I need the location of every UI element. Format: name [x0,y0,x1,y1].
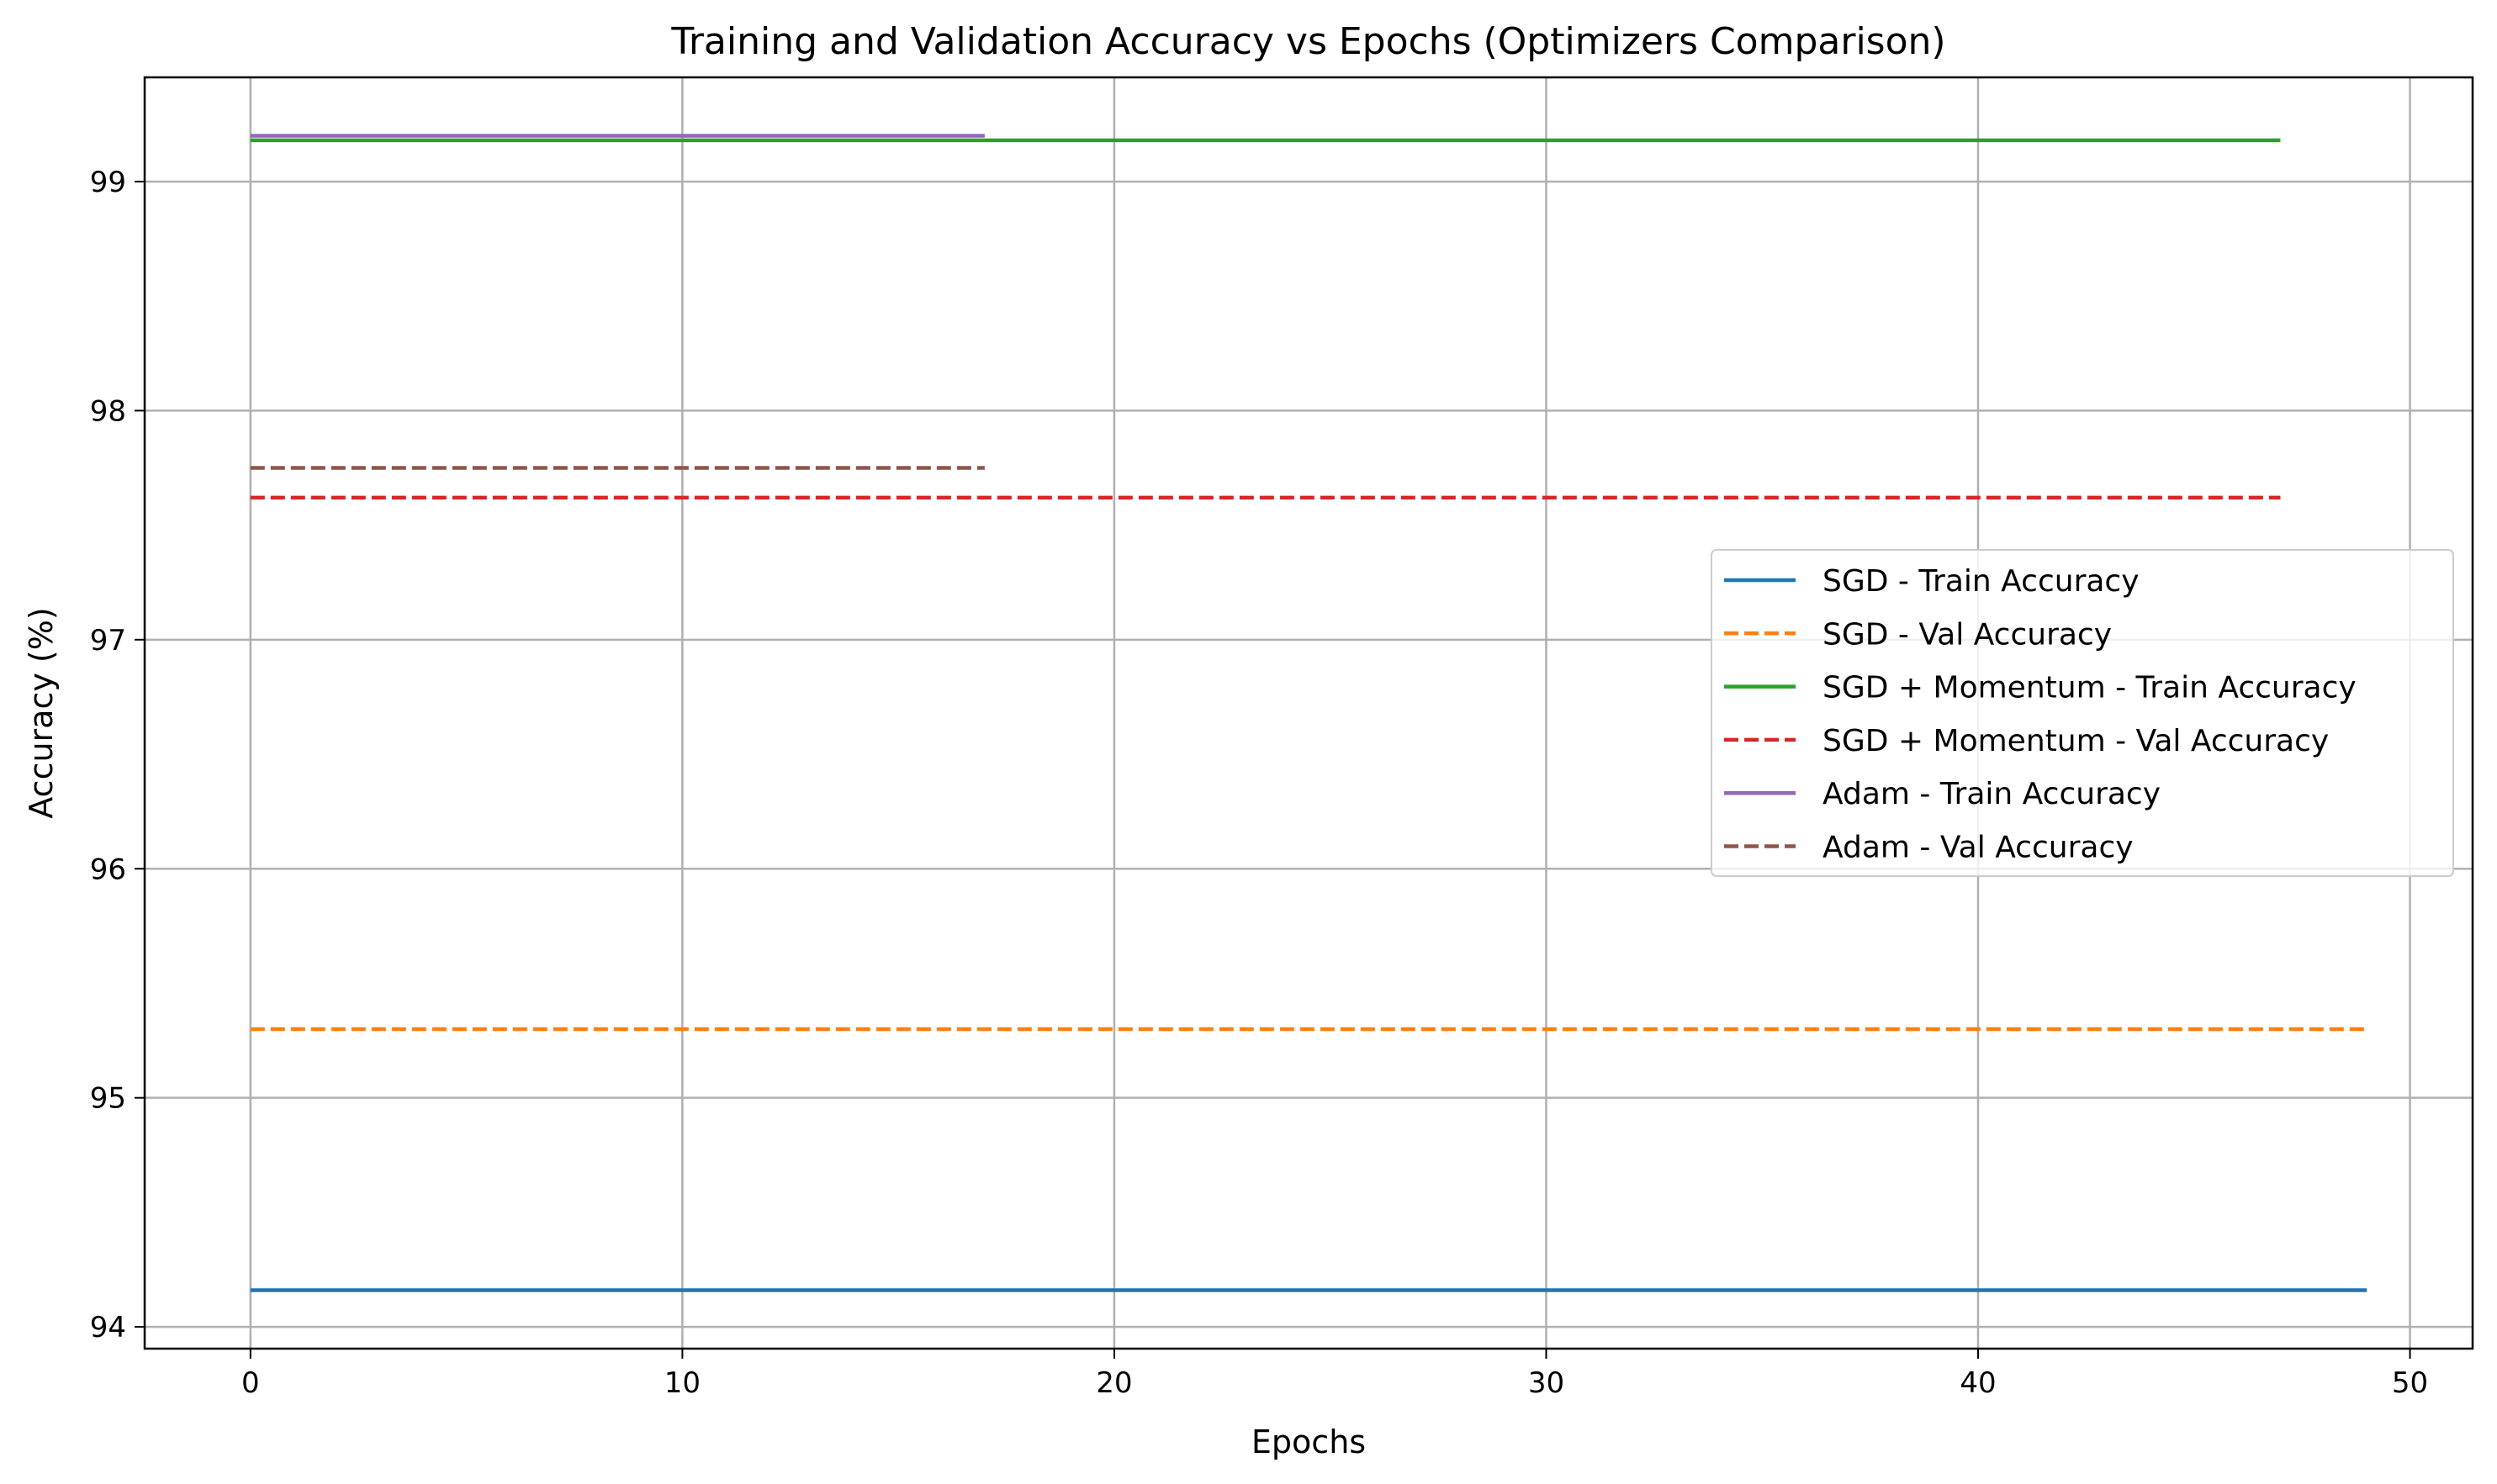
axis-ticks: 0 10 20 30 40 50 94 95 96 97 98 99 [90,166,2428,1400]
x-axis-label: Epochs [1251,1423,1366,1460]
x-tick-label: 30 [1528,1366,1564,1400]
x-tick-label: 20 [1096,1366,1132,1400]
y-tick-label: 96 [90,853,126,886]
plot-area-frame [143,76,2474,1350]
legend-frame [1711,549,2454,877]
x-tick-label: 40 [1960,1366,1996,1400]
y-tick-label: 98 [90,394,126,428]
y-tick-label: 99 [90,166,126,199]
y-axis-label: Accuracy (%) [23,607,60,818]
legend: SGD - Train Accuracy SGD - Val Accuracy SG… [1711,549,2454,877]
legend-label-1: SGD - Train Accuracy [1822,564,2140,599]
series-lines [250,134,2367,1292]
x-tick-label: 50 [2392,1366,2428,1400]
legend-label-5: Adam - Train Accuracy [1822,777,2161,811]
chart-title: Training and Validation Accuracy vs Epoc… [670,20,1945,63]
y-tick-label: 97 [90,624,126,658]
y-tick-label: 94 [90,1311,126,1344]
legend-label-3: SGD + Momentum - Train Accuracy [1822,671,2357,705]
legend-label-6: Adam - Val Accuracy [1822,831,2134,865]
x-tick-label: 0 [241,1366,260,1400]
legend-label-4: SGD + Momentum - Val Accuracy [1822,724,2329,758]
legend-label-2: SGD - Val Accuracy [1822,617,2112,652]
y-tick-label: 95 [90,1082,126,1116]
x-tick-label: 10 [664,1366,701,1400]
